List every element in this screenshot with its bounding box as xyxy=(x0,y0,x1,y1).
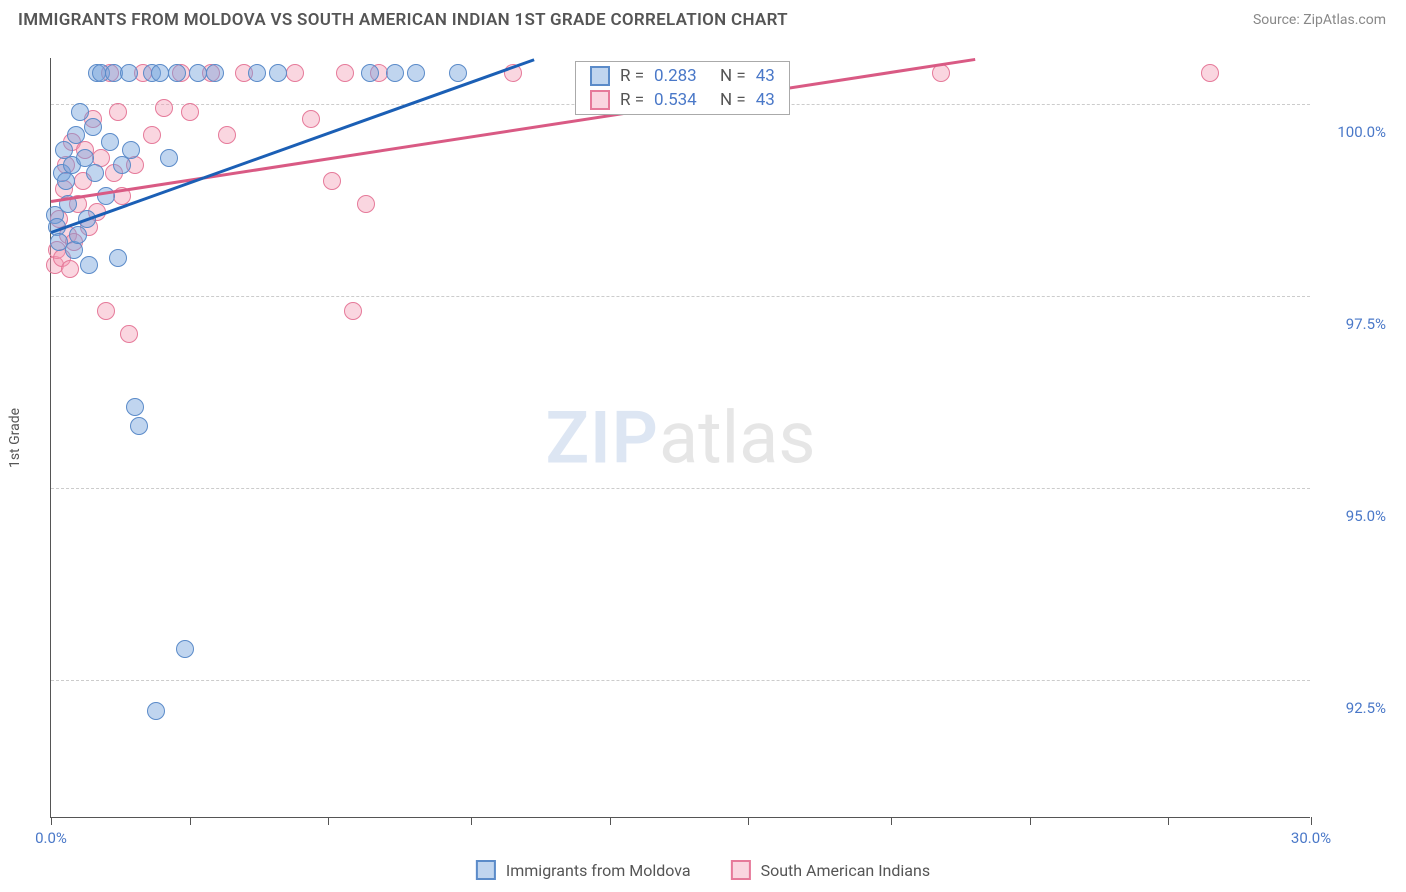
stats-n-label: N = xyxy=(720,66,746,86)
scatter-point xyxy=(126,398,144,416)
stats-r-value: 0.283 xyxy=(654,66,710,86)
scatter-point xyxy=(151,64,169,82)
source-name: ZipAtlas.com xyxy=(1303,12,1386,28)
chart-area: 1st Grade ZIPatlas 100.0%97.5%95.0%92.5%… xyxy=(50,58,1310,818)
scatter-point xyxy=(344,302,362,320)
x-tick xyxy=(748,817,749,825)
gridline-h xyxy=(51,296,1310,297)
scatter-point xyxy=(120,64,138,82)
scatter-point xyxy=(206,64,224,82)
stats-box: R = 0.283 N = 43 R = 0.534 N = 43 xyxy=(575,61,790,115)
scatter-point xyxy=(449,64,467,82)
scatter-point xyxy=(101,133,119,151)
scatter-point xyxy=(302,110,320,128)
x-tick xyxy=(1030,817,1031,825)
scatter-point xyxy=(147,702,165,720)
stats-n-label: N = xyxy=(720,90,746,110)
x-tick xyxy=(190,817,191,825)
scatter-point xyxy=(932,64,950,82)
scatter-point xyxy=(113,156,131,174)
x-tick xyxy=(51,817,52,825)
scatter-point xyxy=(109,103,127,121)
stats-row: R = 0.283 N = 43 xyxy=(576,64,789,88)
legend-item: South American Indians xyxy=(731,860,931,880)
stats-r-label: R = xyxy=(620,90,644,110)
scatter-point xyxy=(69,226,87,244)
scatter-point xyxy=(130,417,148,435)
scatter-point xyxy=(176,640,194,658)
legend-label: Immigrants from Moldova xyxy=(506,861,691,880)
legend: Immigrants from Moldova South American In… xyxy=(476,860,930,880)
scatter-point xyxy=(323,172,341,190)
scatter-point xyxy=(71,103,89,121)
scatter-point xyxy=(286,64,304,82)
scatter-point xyxy=(168,64,186,82)
scatter-point xyxy=(181,103,199,121)
x-tick-label-right: 30.0% xyxy=(1291,829,1331,847)
scatter-point xyxy=(336,64,354,82)
scatter-point xyxy=(143,126,161,144)
y-tick-label: 97.5% xyxy=(1346,315,1386,333)
scatter-point xyxy=(80,256,98,274)
scatter-point xyxy=(1201,64,1219,82)
stats-n-value: 43 xyxy=(756,66,775,86)
scatter-point xyxy=(357,195,375,213)
x-tick-label-left: 0.0% xyxy=(35,829,67,847)
chart-title: IMMIGRANTS FROM MOLDOVA VS SOUTH AMERICA… xyxy=(18,10,788,30)
legend-label: South American Indians xyxy=(761,861,931,880)
stats-r-label: R = xyxy=(620,66,644,86)
scatter-point xyxy=(361,64,379,82)
chart-source: Source: ZipAtlas.com xyxy=(1253,12,1386,28)
watermark-part-1: ZIP xyxy=(545,395,658,480)
y-axis-label: 1st Grade xyxy=(7,408,23,468)
scatter-point xyxy=(269,64,287,82)
stats-swatch xyxy=(590,66,610,86)
stats-r-value: 0.534 xyxy=(654,90,710,110)
x-tick xyxy=(610,817,611,825)
scatter-point xyxy=(84,118,102,136)
x-tick xyxy=(1311,817,1312,825)
source-prefix: Source: xyxy=(1253,12,1300,28)
scatter-point xyxy=(67,126,85,144)
scatter-point xyxy=(160,149,178,167)
scatter-point xyxy=(122,141,140,159)
scatter-point xyxy=(407,64,425,82)
plot-region: ZIPatlas 100.0%97.5%95.0%92.5%0.0%30.0%R… xyxy=(50,58,1310,818)
legend-swatch xyxy=(476,860,496,880)
scatter-point xyxy=(386,64,404,82)
scatter-point xyxy=(248,64,266,82)
scatter-point xyxy=(86,164,104,182)
scatter-point xyxy=(189,64,207,82)
scatter-point xyxy=(97,302,115,320)
y-tick-label: 92.5% xyxy=(1346,699,1386,717)
scatter-point xyxy=(218,126,236,144)
watermark: ZIPatlas xyxy=(545,395,815,480)
scatter-point xyxy=(120,325,138,343)
scatter-point xyxy=(61,260,79,278)
gridline-h xyxy=(51,680,1310,681)
scatter-point xyxy=(57,172,75,190)
gridline-h xyxy=(51,488,1310,489)
scatter-point xyxy=(155,99,173,117)
stats-row: R = 0.534 N = 43 xyxy=(576,88,789,112)
x-tick xyxy=(1168,817,1169,825)
stats-n-value: 43 xyxy=(756,90,775,110)
scatter-point xyxy=(109,249,127,267)
stats-swatch xyxy=(590,90,610,110)
legend-item: Immigrants from Moldova xyxy=(476,860,691,880)
x-tick xyxy=(328,817,329,825)
legend-swatch xyxy=(731,860,751,880)
y-tick-label: 95.0% xyxy=(1346,507,1386,525)
chart-header: IMMIGRANTS FROM MOLDOVA VS SOUTH AMERICA… xyxy=(0,0,1406,36)
watermark-part-2: atlas xyxy=(659,395,816,480)
x-tick xyxy=(471,817,472,825)
x-tick xyxy=(891,817,892,825)
scatter-point xyxy=(65,241,83,259)
y-tick-label: 100.0% xyxy=(1337,123,1386,141)
